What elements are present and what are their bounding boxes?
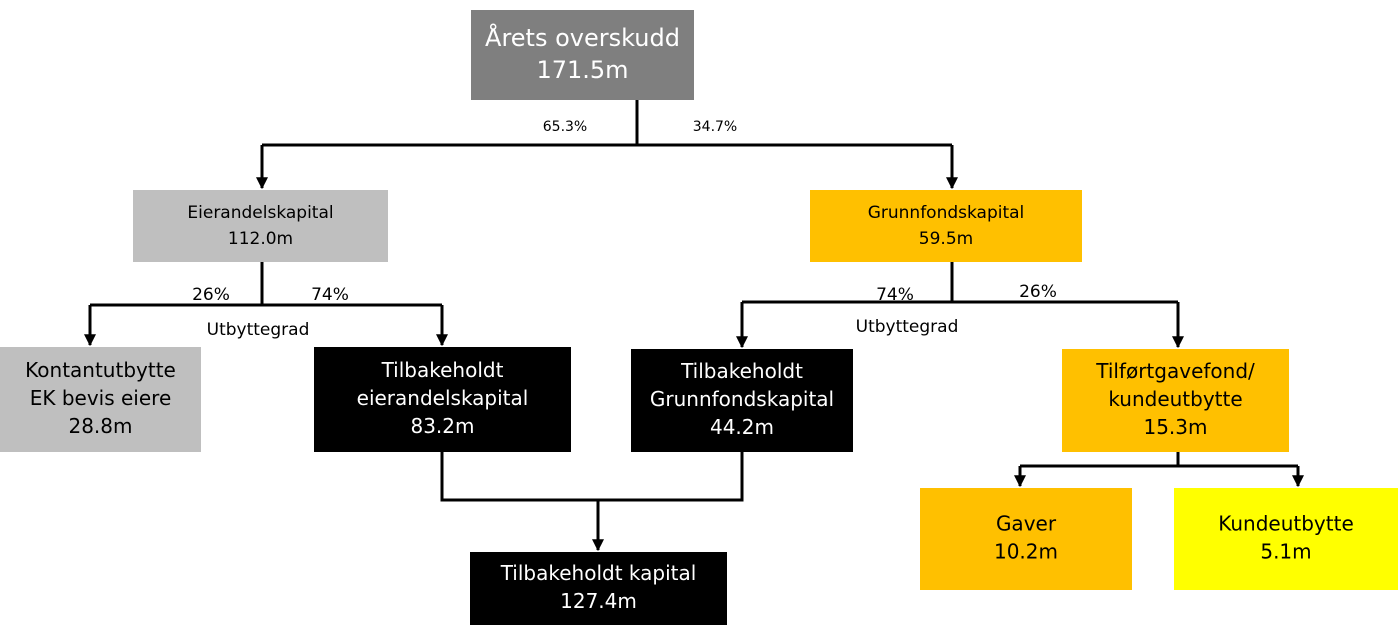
node: Tilbakeholdt eierandelskapital 83.2m xyxy=(314,347,571,452)
connector xyxy=(1020,452,1298,468)
edge-label: 65.3% xyxy=(543,119,587,135)
node-text: Grunnfondskapital xyxy=(868,203,1025,223)
node-box xyxy=(314,347,571,452)
node-box xyxy=(920,488,1132,590)
node-text: Tilbakeholdt kapital xyxy=(500,561,697,585)
node-text: EK bevis eiere xyxy=(30,386,172,410)
edge-label: 34.7% xyxy=(693,119,737,135)
edge-label: Utbyttegrad xyxy=(207,320,310,340)
node: Kundeutbytte 5.1m xyxy=(1174,488,1398,590)
node-text: 83.2m xyxy=(410,414,474,438)
node-text: Tilbakeholdt xyxy=(680,359,803,383)
node-box xyxy=(133,190,388,262)
node-text: 10.2m xyxy=(994,540,1058,564)
node-box xyxy=(1174,488,1398,590)
node-box xyxy=(470,552,727,625)
node-text: 44.2m xyxy=(710,415,774,439)
edge-label: Utbyttegrad xyxy=(856,317,959,337)
node: Tilførtgavefond/kundeutbytte 15.3m xyxy=(1062,349,1289,452)
node-text: Kundeutbytte xyxy=(1218,512,1354,536)
node-text: 59.5m xyxy=(919,229,973,249)
node-text: 112.0m xyxy=(228,229,293,249)
connector xyxy=(262,100,952,147)
edge-label: 74% xyxy=(876,285,914,305)
node: Tilbakeholdt Grunnfondskapital 44.2m xyxy=(631,349,853,452)
connectors xyxy=(84,100,1304,552)
node-text: 171.5m xyxy=(536,56,628,84)
connector xyxy=(440,452,744,502)
node: Grunnfondskapital 59.5m xyxy=(810,190,1082,262)
node-box xyxy=(631,349,853,452)
node-text: Årets overskudd xyxy=(485,23,680,52)
node-text: Tilbakeholdt xyxy=(381,358,504,382)
node-text: Kontantutbytte xyxy=(25,358,176,382)
node-text: Eierandelskapital xyxy=(187,203,333,223)
node-text: 28.8m xyxy=(68,414,132,438)
connector xyxy=(742,262,1178,304)
node: Årets overskudd 171.5m xyxy=(471,10,694,100)
node-text: 15.3m xyxy=(1143,415,1207,439)
connector xyxy=(90,262,442,307)
node-text: kundeutbytte xyxy=(1108,387,1242,411)
node: Kontantutbytte EK bevis eiere 28.8m xyxy=(0,347,201,452)
node: Gaver 10.2m xyxy=(920,488,1132,590)
node-text: 127.4m xyxy=(560,589,637,613)
node-box xyxy=(1062,349,1289,452)
node-box xyxy=(0,347,201,452)
node-box xyxy=(471,10,694,100)
node-text: Tilførtgavefond/ xyxy=(1095,359,1255,383)
node-text: 5.1m xyxy=(1260,540,1311,564)
node-text: eierandelskapital xyxy=(357,386,529,410)
node-text: Gaver xyxy=(996,512,1057,536)
node: Tilbakeholdt kapital 127.4m xyxy=(470,552,727,625)
edge-label: 74% xyxy=(311,285,349,305)
node-text: Grunnfondskapital xyxy=(650,387,834,411)
node: Eierandelskapital 112.0m xyxy=(133,190,388,262)
node-box xyxy=(810,190,1082,262)
edge-label: 26% xyxy=(1019,282,1057,302)
edge-label: 26% xyxy=(192,285,230,305)
